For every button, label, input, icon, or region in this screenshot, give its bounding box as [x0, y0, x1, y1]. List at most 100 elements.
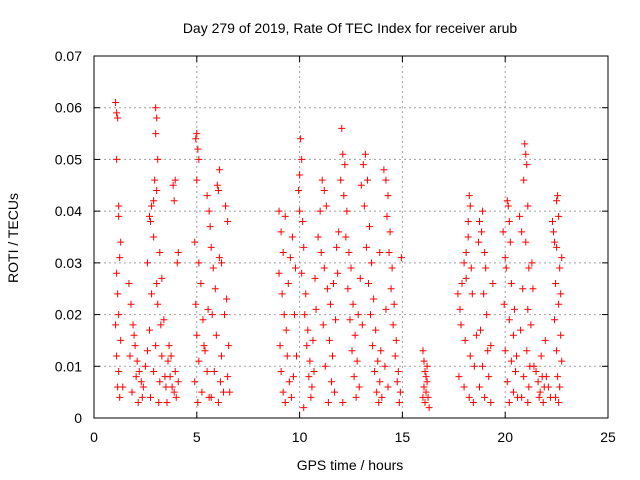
data-point: [485, 373, 493, 381]
data-point: [204, 305, 212, 313]
data-point: [320, 186, 328, 194]
data-point: [504, 202, 512, 210]
data-point: [421, 367, 429, 375]
data-point: [306, 357, 314, 365]
data-point: [299, 217, 307, 225]
data-point: [191, 378, 199, 386]
data-point: [489, 280, 497, 288]
data-point: [524, 202, 532, 210]
data-point: [353, 357, 361, 365]
data-point: [327, 378, 335, 386]
data-point: [522, 150, 530, 158]
data-point: [314, 233, 322, 241]
data-point: [290, 311, 298, 319]
data-point: [287, 393, 295, 401]
data-point: [395, 398, 403, 406]
data-point: [113, 352, 121, 360]
data-point: [527, 321, 535, 329]
data-point: [169, 181, 177, 189]
data-point: [203, 192, 211, 200]
data-point: [163, 398, 171, 406]
data-point: [317, 249, 325, 257]
data-point: [321, 362, 329, 370]
data-point: [366, 223, 374, 231]
data-point: [192, 300, 200, 308]
x-tick-label: 5: [193, 429, 201, 445]
data-point: [301, 311, 309, 319]
data-point: [369, 342, 377, 350]
data-point: [288, 233, 296, 241]
data-point: [539, 398, 547, 406]
data-point: [558, 357, 566, 365]
data-point: [141, 362, 149, 370]
y-tick-label: 0: [74, 410, 82, 426]
data-point: [535, 393, 543, 401]
data-point: [384, 192, 392, 200]
axis-ticks: 0 5 10 15 20 25 0 0.01 0.02 0.03 0.04 0.05 0.06 0.07: [55, 48, 616, 445]
data-point: [225, 342, 233, 350]
y-axis-label: ROTI / TECUs: [5, 193, 21, 283]
data-point: [464, 217, 472, 225]
data-point: [521, 140, 529, 148]
data-point: [224, 217, 232, 225]
data-point: [525, 264, 533, 272]
data-point: [347, 264, 355, 272]
data-point: [152, 104, 160, 112]
data-point: [553, 347, 561, 355]
x-tick-label: 0: [90, 429, 98, 445]
data-point: [283, 352, 291, 360]
data-point: [460, 383, 468, 391]
data-point: [465, 393, 473, 401]
x-tick-label: 10: [292, 429, 308, 445]
data-point: [164, 357, 172, 365]
data-point: [193, 331, 201, 339]
data-point: [300, 243, 308, 251]
data-point: [284, 280, 292, 288]
data-point: [425, 404, 433, 412]
data-point: [552, 280, 560, 288]
data-point: [386, 228, 394, 236]
data-point: [422, 388, 430, 396]
data-point: [464, 233, 472, 241]
data-point: [291, 264, 299, 272]
data-point: [505, 316, 513, 324]
data-point: [150, 367, 158, 375]
data-point: [361, 150, 369, 158]
data-point: [455, 373, 463, 381]
data-point: [152, 342, 160, 350]
data-point: [337, 176, 345, 184]
data-point: [477, 326, 485, 334]
chart-title: Day 279 of 2019, Rate Of TEC Index for r…: [183, 20, 518, 36]
data-point: [483, 311, 491, 319]
data-point: [312, 305, 320, 313]
data-point: [281, 398, 289, 406]
data-point: [469, 398, 477, 406]
data-point: [350, 373, 358, 381]
data-point: [298, 269, 306, 277]
data-point: [519, 285, 527, 293]
data-point: [338, 124, 346, 132]
data-point: [214, 186, 222, 194]
data-point: [277, 367, 285, 375]
data-point: [513, 352, 521, 360]
data-point: [309, 336, 317, 344]
data-point: [370, 295, 378, 303]
data-point: [324, 398, 332, 406]
data-point: [170, 388, 178, 396]
data-point: [298, 155, 306, 163]
data-point: [555, 398, 563, 406]
y-tick-label: 0.06: [55, 100, 82, 116]
y-tick-label: 0.07: [55, 48, 82, 64]
data-point: [293, 352, 301, 360]
data-point: [157, 321, 165, 329]
data-point: [476, 383, 483, 391]
y-tick-label: 0.02: [55, 307, 82, 323]
data-point: [195, 357, 203, 365]
data-point: [295, 186, 303, 194]
data-point: [215, 254, 223, 262]
data-point: [544, 383, 552, 391]
data-point: [224, 373, 232, 381]
data-point: [114, 290, 122, 298]
data-point: [138, 393, 146, 401]
data-point: [211, 285, 219, 293]
